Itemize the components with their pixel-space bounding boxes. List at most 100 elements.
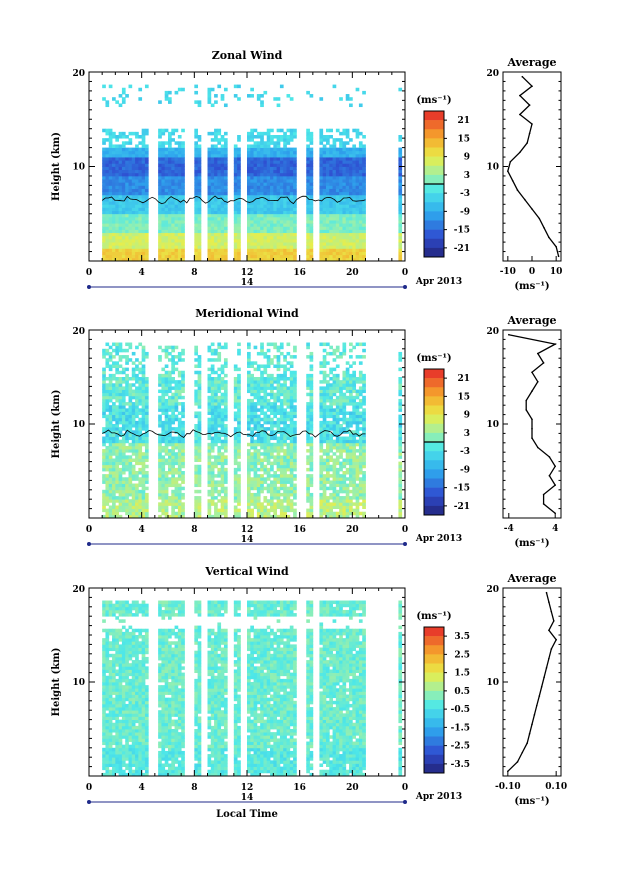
heatmap-cell bbox=[352, 128, 357, 133]
heatmap-cell bbox=[135, 458, 139, 462]
heatmap-cell bbox=[293, 467, 297, 472]
heatmap-cell bbox=[158, 471, 162, 475]
heatmap-cell bbox=[207, 179, 212, 183]
heatmap-cell bbox=[289, 204, 294, 208]
heatmap-cell bbox=[118, 172, 123, 177]
heatmap-cell bbox=[125, 254, 129, 259]
heatmap-cell bbox=[217, 439, 222, 444]
heatmap-cell bbox=[177, 169, 182, 174]
heatmap-cell bbox=[247, 248, 251, 252]
heatmap-cell bbox=[121, 87, 126, 92]
heatmap-cell bbox=[118, 364, 123, 368]
heatmap-cell bbox=[345, 257, 350, 262]
heatmap-cell bbox=[355, 223, 360, 227]
heatmap-cell bbox=[335, 198, 340, 202]
heatmap-cell bbox=[223, 496, 228, 500]
heatmap-cell bbox=[125, 235, 129, 240]
heatmap-cell bbox=[309, 235, 314, 240]
heatmap-cell bbox=[171, 179, 175, 183]
heatmap-cell bbox=[141, 216, 146, 221]
heatmap-cell bbox=[256, 477, 261, 481]
heatmap-cell bbox=[194, 380, 199, 384]
heatmap-cell bbox=[247, 358, 251, 362]
heatmap-cell bbox=[276, 226, 281, 230]
heatmap-cell bbox=[332, 179, 337, 183]
heatmap-cell bbox=[105, 420, 110, 425]
heatmap-cell bbox=[309, 511, 314, 516]
heatmap-cell bbox=[233, 226, 238, 230]
heatmap-cell bbox=[263, 175, 268, 180]
heatmap-cell bbox=[112, 377, 116, 381]
heatmap-cell bbox=[118, 480, 123, 484]
heatmap-cell bbox=[115, 157, 120, 161]
heatmap-cell bbox=[171, 210, 175, 215]
heatmap-cell bbox=[286, 492, 291, 497]
heatmap-cell bbox=[102, 467, 106, 472]
heatmap-cell bbox=[319, 135, 324, 139]
colorbar-swatch bbox=[424, 129, 444, 139]
heatmap-cell bbox=[270, 383, 274, 387]
heatmap-cell bbox=[128, 486, 133, 491]
heatmap-cell bbox=[273, 144, 278, 148]
heatmap-cell bbox=[253, 464, 258, 469]
heatmap-cell bbox=[108, 248, 113, 252]
heatmap-cell bbox=[263, 392, 268, 397]
heatmap-cell bbox=[220, 367, 225, 372]
heatmap-cell bbox=[306, 402, 310, 406]
heatmap-cell bbox=[102, 474, 106, 478]
heatmap-cell bbox=[161, 235, 166, 240]
heatmap-cell bbox=[329, 257, 333, 262]
heatmap-cell bbox=[131, 229, 136, 234]
heatmap-cell bbox=[194, 223, 199, 227]
heatmap-cell bbox=[253, 424, 258, 428]
heatmap-cell bbox=[121, 248, 126, 252]
heatmap-cell bbox=[112, 458, 116, 462]
heatmap-cell bbox=[105, 179, 110, 183]
heatmap-cell bbox=[250, 254, 254, 259]
heatmap-cell bbox=[214, 486, 218, 491]
heatmap-cell bbox=[158, 355, 162, 359]
heatmap-cell bbox=[217, 254, 222, 259]
heatmap-cell bbox=[398, 150, 403, 155]
heatmap-cell bbox=[273, 483, 278, 488]
heatmap-cell bbox=[144, 486, 149, 491]
heatmap-cell bbox=[102, 377, 106, 381]
heatmap-cell bbox=[168, 452, 172, 456]
heatmap-cell bbox=[102, 480, 106, 484]
heatmap-cell bbox=[263, 411, 268, 415]
heatmap-cell bbox=[214, 131, 218, 136]
heatmap-cell bbox=[398, 87, 403, 92]
heatmap-cell bbox=[217, 223, 222, 227]
heatmap-cell bbox=[220, 169, 225, 174]
heatmap-cell bbox=[253, 486, 258, 491]
heatmap-cell bbox=[177, 147, 182, 152]
heatmap-cell bbox=[141, 169, 146, 174]
heatmap-cell bbox=[141, 480, 146, 484]
heatmap-cell bbox=[138, 449, 143, 453]
heatmap-cell bbox=[293, 223, 297, 227]
heatmap-cell bbox=[168, 207, 172, 211]
heatmap-cell bbox=[144, 505, 149, 509]
heatmap-cell bbox=[168, 223, 172, 227]
heatmap-cell bbox=[352, 210, 357, 215]
heatmap-cell bbox=[329, 191, 333, 196]
heatmap-cell bbox=[250, 377, 254, 381]
heatmap-cell bbox=[270, 141, 274, 145]
heatmap-cell bbox=[128, 257, 133, 262]
heatmap-cell bbox=[273, 135, 278, 139]
heatmap-cell bbox=[164, 179, 169, 183]
heatmap-cell bbox=[349, 175, 353, 180]
heatmap-cell bbox=[108, 220, 113, 224]
heatmap-cell bbox=[158, 398, 162, 403]
heatmap-cell bbox=[253, 238, 258, 243]
heatmap-cell bbox=[279, 135, 284, 139]
heatmap-cell bbox=[102, 172, 106, 177]
profile-point bbox=[528, 104, 531, 106]
heatmap-cell bbox=[118, 235, 123, 240]
heatmap-cell bbox=[144, 229, 149, 234]
heatmap-cell bbox=[138, 514, 143, 519]
heatmap-cell bbox=[108, 172, 113, 177]
heatmap-cell bbox=[329, 226, 333, 230]
heatmap-cell bbox=[108, 508, 113, 513]
heatmap-cell bbox=[349, 188, 353, 193]
